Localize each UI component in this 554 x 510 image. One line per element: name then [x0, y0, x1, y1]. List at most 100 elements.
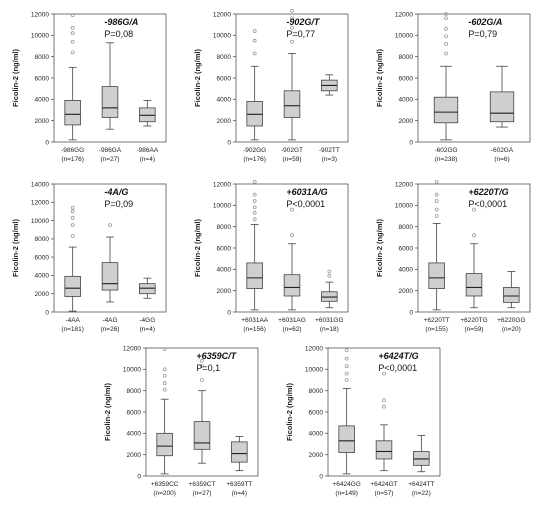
outlier-point: [344, 378, 349, 382]
box-group: [101, 42, 119, 130]
p-value: P=0,77: [286, 29, 315, 39]
outlier-point: [444, 41, 448, 46]
box-iqr: [193, 421, 211, 450]
x-category-label: +6359CC: [151, 481, 179, 488]
y-tick-label: 2000: [399, 288, 414, 295]
box-iqr: [375, 440, 393, 460]
box-group: [375, 371, 393, 472]
y-tick-label: 12000: [395, 181, 413, 188]
x-category-label: (n=3): [322, 156, 337, 163]
box-group: [64, 13, 81, 141]
outlier-point: [434, 199, 439, 203]
box-iqr: [64, 100, 81, 126]
x-category-label: -602GG: [434, 147, 457, 154]
outlier-point: [327, 269, 332, 274]
boxplot-svg: 0 2000 4000 6000 8000 10000 12000 Ficolin-2 (ng…: [285, 345, 441, 497]
box-group: [283, 8, 301, 141]
p-value: P<0,0001: [378, 363, 417, 373]
box-group: [428, 179, 445, 311]
x-category-label: (n=27): [101, 156, 120, 163]
y-tick-label: 2000: [399, 118, 414, 125]
outlier-point: [252, 205, 257, 210]
box-iqr: [246, 262, 263, 289]
y-tick-label: 8000: [127, 388, 142, 395]
outlier-point: [162, 373, 167, 378]
p-value: P=0,1: [196, 363, 220, 373]
box-iqr: [156, 432, 173, 457]
y-tick-label: 0: [45, 309, 49, 316]
box-group: [139, 277, 156, 299]
x-category-label: -602GA: [491, 147, 514, 154]
outlier-point: [200, 358, 204, 363]
panel-6359: 0 2000 4000 6000 8000 10000 12000 Ficolin-2 (ng…: [100, 342, 262, 510]
outlier-point: [252, 38, 257, 43]
outlier-point: [70, 39, 75, 44]
y-axis-label: Ficolin-2 (ng/ml): [285, 383, 294, 441]
box-iqr: [503, 287, 520, 303]
box-group: [321, 269, 338, 309]
y-tick-label: 8000: [35, 54, 50, 61]
y-tick-label: 8000: [35, 236, 50, 243]
box-iqr: [283, 90, 301, 118]
y-tick-label: 0: [227, 309, 231, 316]
x-category-label: -902GG: [243, 147, 266, 154]
y-tick-label: 0: [45, 139, 49, 146]
x-category-label: -4AG: [102, 317, 117, 324]
x-category-label: -4AA: [65, 317, 80, 324]
boxplot-svg: 0 2000 4000 6000 8000 10000 12000 Ficolin-2 (ng…: [11, 11, 167, 163]
x-category-label: +6359TT: [226, 481, 252, 488]
x-category-label: +6220TG: [460, 317, 487, 324]
y-axis-label: Ficolin-2 (ng/ml): [11, 219, 20, 277]
y-tick-label: 6000: [309, 409, 324, 416]
y-tick-label: 12000: [305, 345, 323, 352]
box-group: [503, 271, 520, 309]
x-category-label: +6424TT: [408, 481, 434, 488]
box-iqr: [433, 96, 459, 124]
y-tick-label: 2000: [35, 118, 50, 125]
outlier-point: [70, 50, 75, 55]
y-tick-label: 12000: [213, 181, 231, 188]
y-tick-label: 6000: [217, 245, 232, 252]
snp-title: +6424T/G: [378, 351, 418, 361]
panel-6220: 0 2000 4000 6000 8000 10000 12000 Ficolin-2 (ng…: [372, 178, 534, 346]
outlier-point: [444, 51, 448, 56]
boxplot-svg: 0 2000 4000 6000 8000 10000 12000 Ficolin-2 (ng…: [103, 345, 259, 497]
boxplot-svg: 0 2000 4000 6000 8000 10000 12000 Ficolin-2 (ng…: [375, 11, 531, 163]
box-group: [465, 207, 483, 309]
outlier-point: [344, 371, 349, 376]
panel-902: 0 2000 4000 6000 8000 10000 12000 Ficolin-2 (ng…: [190, 8, 352, 176]
y-tick-label: 8000: [399, 54, 414, 61]
y-tick-label: 0: [409, 309, 413, 316]
outlier-point: [472, 233, 476, 238]
y-axis-label: Ficolin-2 (ng/ml): [193, 49, 202, 107]
x-category-label: -4GG: [139, 317, 155, 324]
outlier-point: [434, 179, 439, 184]
x-category-label: (n=18): [320, 326, 339, 333]
x-category-label: (n=149): [335, 490, 358, 497]
p-value: P=0,79: [468, 29, 497, 39]
box-group: [413, 435, 430, 473]
x-category-label: (n=27): [193, 490, 212, 497]
outlier-point: [252, 51, 257, 56]
x-category-label: +6031GG: [315, 317, 343, 324]
outlier-point: [70, 205, 75, 210]
outlier-point: [70, 234, 75, 239]
outlier-point: [444, 34, 448, 39]
x-category-label: (n=238): [435, 156, 458, 163]
x-category-label: (n=59): [283, 156, 302, 163]
snp-title: +6031A/G: [286, 187, 327, 197]
outlier-point: [252, 179, 257, 184]
y-tick-label: 12000: [123, 345, 141, 352]
x-category-label: -986GG: [61, 147, 84, 154]
outlier-point: [290, 207, 294, 212]
x-category-label: -986AA: [136, 147, 158, 154]
snp-title: -4A/G: [104, 187, 128, 197]
x-category-label: -986GA: [99, 147, 122, 154]
x-category-label: (n=4): [140, 156, 155, 163]
box-iqr: [64, 275, 81, 297]
box-iqr: [428, 262, 445, 289]
boxplot-svg: 0 2000 4000 6000 8000 10000 12000 Ficolin-2 (ng…: [193, 8, 349, 163]
x-category-label: -902TT: [319, 147, 340, 154]
y-tick-label: 4000: [35, 273, 50, 280]
box-group: [321, 74, 338, 96]
